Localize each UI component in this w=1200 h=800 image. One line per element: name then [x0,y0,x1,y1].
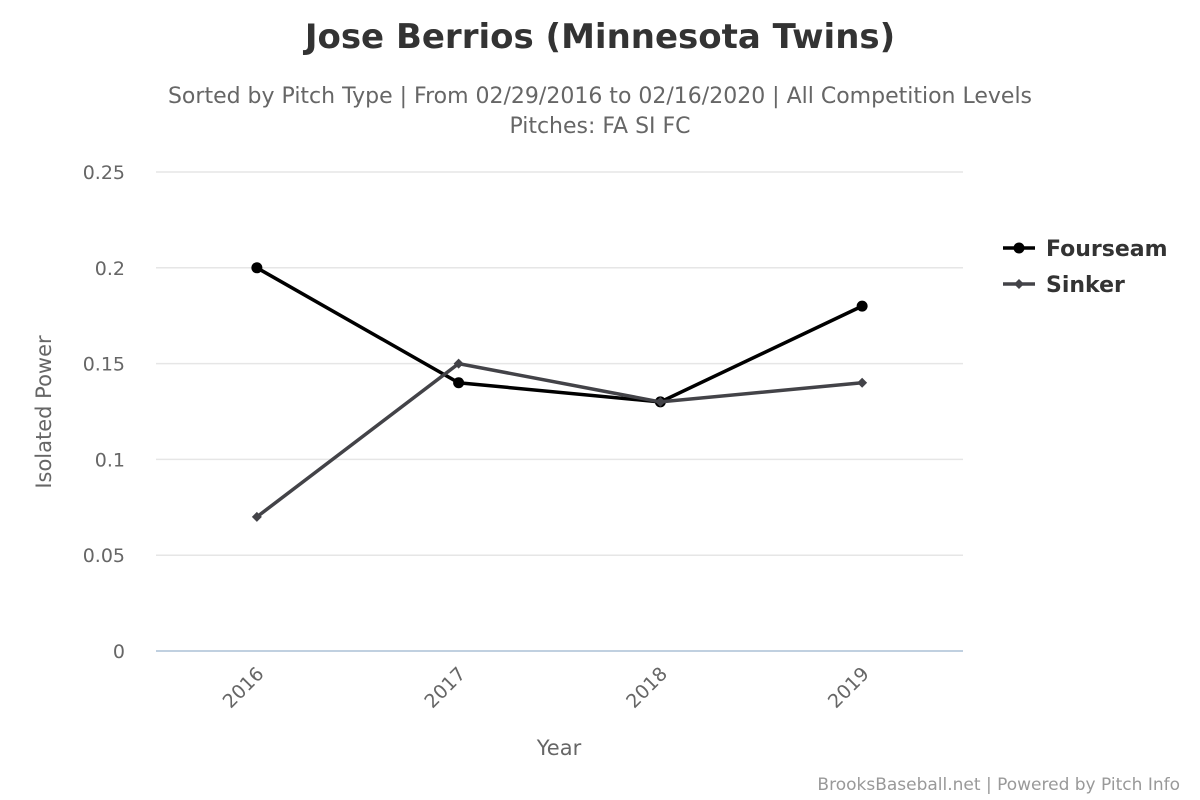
chart-subtitle: Sorted by Pitch Type | From 02/29/2016 t… [168,84,1032,109]
x-tick-label: 2016 [219,663,269,713]
data-point [856,300,868,312]
y-tick-label: 0.1 [95,449,125,471]
series-sinker [251,358,868,522]
y-tick-label: 0.2 [95,258,125,280]
y-tick-label: 0.05 [83,545,125,567]
legend-marker [1013,242,1025,254]
x-tick-label: 2019 [824,663,874,713]
x-tick-label: 2017 [420,663,470,713]
x-axis-label: Year [536,736,582,760]
chart-title: Jose Berrios (Minnesota Twins) [303,17,895,57]
data-point [655,396,666,407]
data-point [857,377,868,388]
legend-label: Fourseam [1046,237,1168,262]
y-axis-label: Isolated Power [32,335,56,489]
y-tick-label: 0 [113,641,125,663]
y-tick-label: 0.15 [83,354,125,376]
data-point [251,262,263,274]
legend-marker [1014,279,1024,289]
chart-credit[interactable]: BrooksBaseball.net | Powered by Pitch In… [817,775,1180,795]
data-point [251,511,262,522]
legend-item-fourseam[interactable]: Fourseam [1003,237,1168,262]
series-line [256,266,863,404]
data-point [453,358,464,369]
chart-subtitle-pitches: Pitches: FA SI FC [509,114,690,139]
data-point [453,377,465,389]
legend-item-sinker[interactable]: Sinker [1003,273,1125,298]
y-tick-label: 0.25 [83,162,125,184]
series-fourseam [251,262,868,408]
series-line [255,361,863,519]
x-tick-label: 2018 [622,663,672,713]
legend-label: Sinker [1046,273,1125,298]
